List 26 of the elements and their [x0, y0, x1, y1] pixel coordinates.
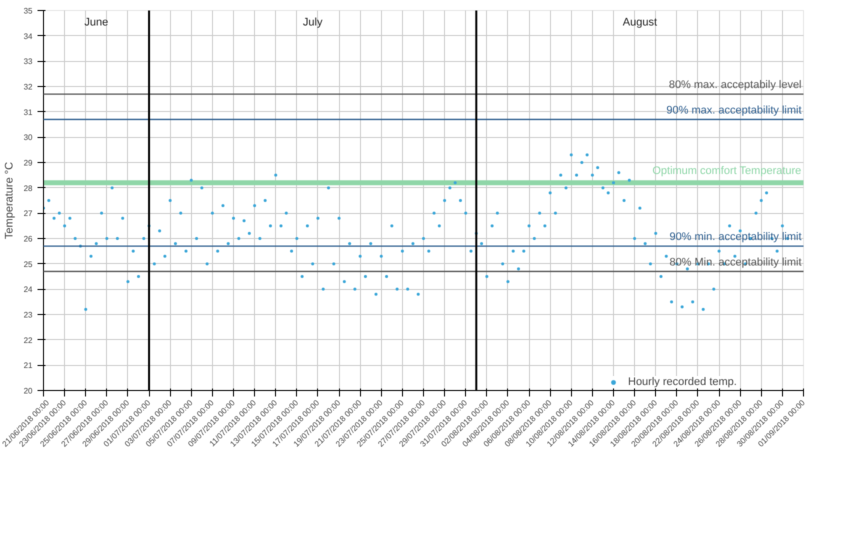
y-tick-label: 30 — [24, 133, 34, 142]
y-tick-label: 34 — [24, 32, 34, 41]
band-label: Optimum comfort Temperature — [652, 165, 802, 178]
y-tick-label: 20 — [24, 386, 34, 396]
y-tick-label: 22 — [24, 336, 34, 345]
y-tick-label: 33 — [24, 57, 34, 66]
ref-line-label: 90% max. acceptability limit — [666, 104, 802, 116]
y-tick-label: 26 — [24, 234, 34, 244]
y-tick-label: 23 — [24, 310, 34, 320]
y-tick-label: 25 — [24, 260, 34, 269]
y-tick-label: 29 — [24, 158, 34, 168]
y-tick-label: 35 — [24, 6, 34, 16]
y-tick-label: 32 — [24, 82, 34, 92]
ref-line-label: 80% max. acceptabily level — [668, 79, 802, 92]
y-axis-title: Temperature °C — [4, 162, 16, 240]
legend-label: Hourly recorded temp. — [628, 376, 737, 388]
annotation: July — [302, 16, 323, 28]
y-tick-label: 24 — [24, 285, 34, 294]
annotation: June — [84, 16, 108, 28]
y-tick-label: 31 — [24, 108, 34, 117]
y-tick-label: 28 — [24, 184, 34, 193]
y-tick-label: 21 — [24, 361, 34, 370]
ref-line-label: 80% Min. acceptability limit — [669, 256, 802, 268]
annotation: August — [622, 16, 658, 28]
y-tick-label: 27 — [24, 209, 34, 218]
ref-line-label: 90% min. acceptability limit — [669, 231, 802, 244]
